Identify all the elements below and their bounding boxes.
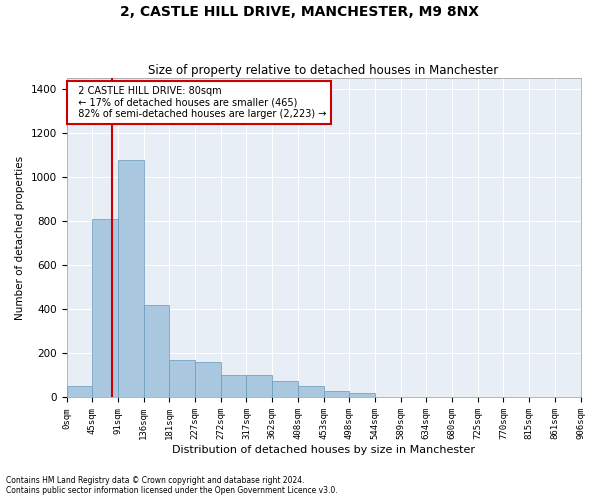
Bar (169, 360, 195, 398)
Bar (221, 376, 247, 398)
Bar (323, 391, 349, 398)
Bar (67, 386, 92, 398)
X-axis label: Distribution of detached houses by size in Manchester: Distribution of detached houses by size … (172, 445, 475, 455)
Bar (118, 160, 143, 398)
Bar (349, 393, 375, 398)
Bar (247, 376, 272, 398)
Bar (143, 305, 169, 398)
Text: 2 CASTLE HILL DRIVE: 80sqm
  ← 17% of detached houses are smaller (465)
  82% of: 2 CASTLE HILL DRIVE: 80sqm ← 17% of deta… (71, 86, 326, 120)
Title: Size of property relative to detached houses in Manchester: Size of property relative to detached ho… (148, 64, 499, 77)
Text: Contains HM Land Registry data © Crown copyright and database right 2024.
Contai: Contains HM Land Registry data © Crown c… (6, 476, 338, 495)
Y-axis label: Number of detached properties: Number of detached properties (15, 156, 25, 320)
Bar (92, 219, 118, 398)
Bar (195, 362, 221, 398)
Bar (272, 381, 298, 398)
Text: 2, CASTLE HILL DRIVE, MANCHESTER, M9 8NX: 2, CASTLE HILL DRIVE, MANCHESTER, M9 8NX (121, 5, 479, 19)
Bar (298, 386, 323, 398)
